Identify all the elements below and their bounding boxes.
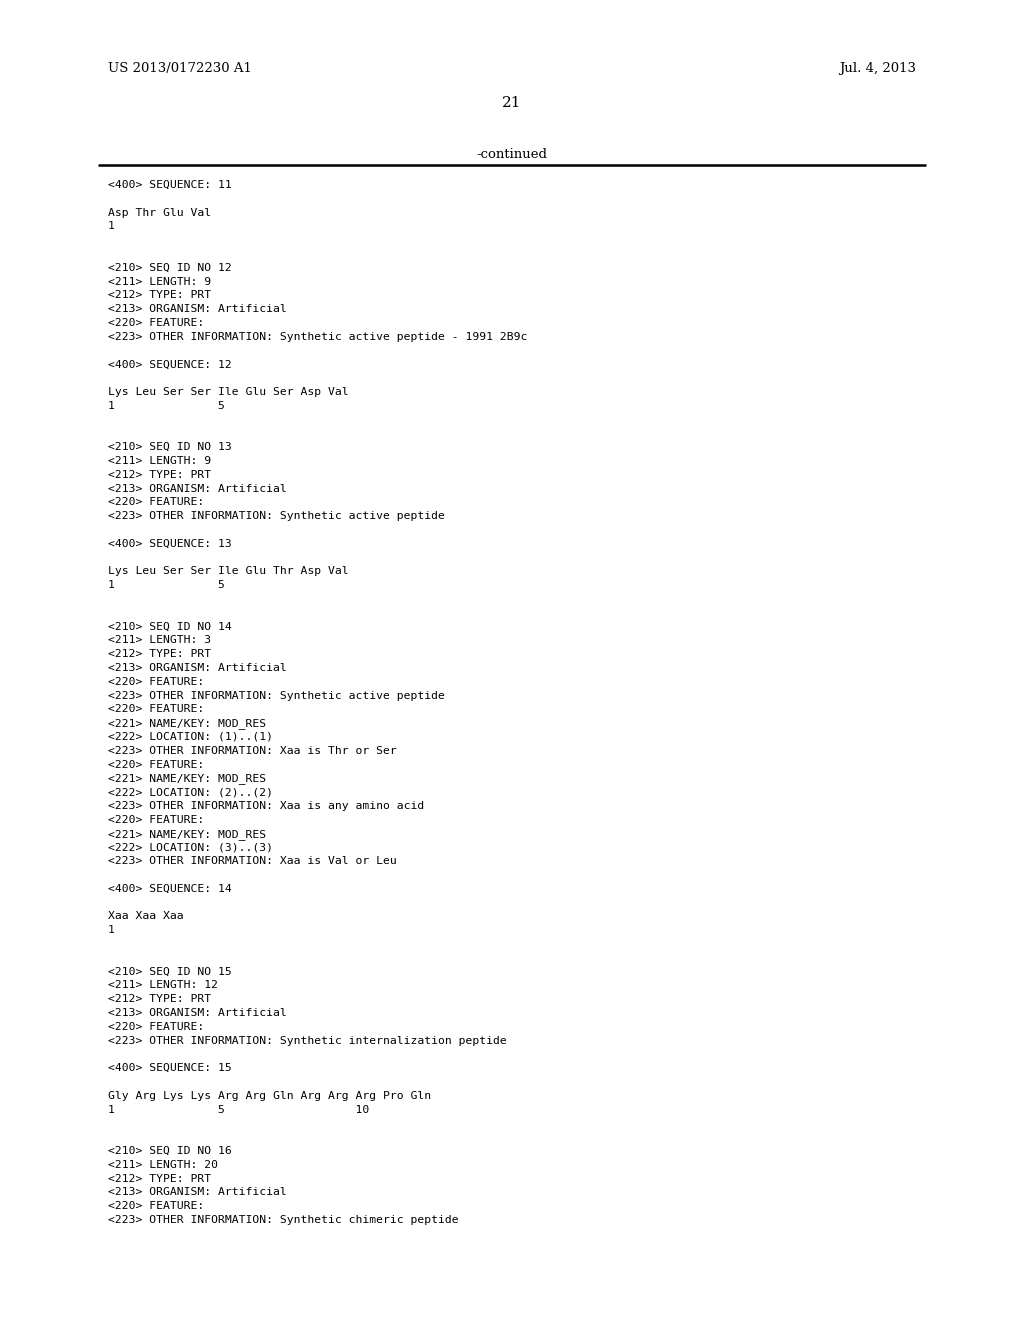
Text: 1               5: 1 5 — [108, 401, 225, 411]
Text: <221> NAME/KEY: MOD_RES: <221> NAME/KEY: MOD_RES — [108, 718, 266, 729]
Text: <211> LENGTH: 20: <211> LENGTH: 20 — [108, 1160, 218, 1170]
Text: <400> SEQUENCE: 15: <400> SEQUENCE: 15 — [108, 1063, 231, 1073]
Text: <210> SEQ ID NO 12: <210> SEQ ID NO 12 — [108, 263, 231, 273]
Text: <220> FEATURE:: <220> FEATURE: — [108, 759, 204, 770]
Text: <210> SEQ ID NO 16: <210> SEQ ID NO 16 — [108, 1146, 231, 1156]
Text: US 2013/0172230 A1: US 2013/0172230 A1 — [108, 62, 252, 75]
Text: Gly Arg Lys Lys Arg Arg Gln Arg Arg Arg Pro Gln: Gly Arg Lys Lys Arg Arg Gln Arg Arg Arg … — [108, 1090, 431, 1101]
Text: <213> ORGANISM: Artificial: <213> ORGANISM: Artificial — [108, 483, 287, 494]
Text: <220> FEATURE:: <220> FEATURE: — [108, 1022, 204, 1032]
Text: <222> LOCATION: (1)..(1): <222> LOCATION: (1)..(1) — [108, 733, 273, 742]
Text: 1: 1 — [108, 222, 115, 231]
Text: <223> OTHER INFORMATION: Synthetic internalization peptide: <223> OTHER INFORMATION: Synthetic inter… — [108, 1036, 507, 1045]
Text: <211> LENGTH: 9: <211> LENGTH: 9 — [108, 455, 211, 466]
Text: 1               5: 1 5 — [108, 581, 225, 590]
Text: <222> LOCATION: (3)..(3): <222> LOCATION: (3)..(3) — [108, 842, 273, 853]
Text: <211> LENGTH: 3: <211> LENGTH: 3 — [108, 635, 211, 645]
Text: Asp Thr Glu Val: Asp Thr Glu Val — [108, 207, 211, 218]
Text: <223> OTHER INFORMATION: Xaa is Thr or Ser: <223> OTHER INFORMATION: Xaa is Thr or S… — [108, 746, 396, 756]
Text: <212> TYPE: PRT: <212> TYPE: PRT — [108, 994, 211, 1005]
Text: <400> SEQUENCE: 14: <400> SEQUENCE: 14 — [108, 884, 231, 894]
Text: <223> OTHER INFORMATION: Xaa is Val or Leu: <223> OTHER INFORMATION: Xaa is Val or L… — [108, 857, 396, 866]
Text: <212> TYPE: PRT: <212> TYPE: PRT — [108, 1173, 211, 1184]
Text: <212> TYPE: PRT: <212> TYPE: PRT — [108, 290, 211, 301]
Text: <213> ORGANISM: Artificial: <213> ORGANISM: Artificial — [108, 663, 287, 673]
Text: <223> OTHER INFORMATION: Synthetic active peptide: <223> OTHER INFORMATION: Synthetic activ… — [108, 690, 444, 701]
Text: <400> SEQUENCE: 13: <400> SEQUENCE: 13 — [108, 539, 231, 549]
Text: 1               5                   10: 1 5 10 — [108, 1105, 370, 1114]
Text: <400> SEQUENCE: 12: <400> SEQUENCE: 12 — [108, 359, 231, 370]
Text: <220> FEATURE:: <220> FEATURE: — [108, 705, 204, 714]
Text: <211> LENGTH: 9: <211> LENGTH: 9 — [108, 277, 211, 286]
Text: <220> FEATURE:: <220> FEATURE: — [108, 677, 204, 686]
Text: <223> OTHER INFORMATION: Synthetic active peptide - 1991 2B9c: <223> OTHER INFORMATION: Synthetic activ… — [108, 331, 527, 342]
Text: <213> ORGANISM: Artificial: <213> ORGANISM: Artificial — [108, 1188, 287, 1197]
Text: <210> SEQ ID NO 13: <210> SEQ ID NO 13 — [108, 442, 231, 453]
Text: <220> FEATURE:: <220> FEATURE: — [108, 814, 204, 825]
Text: <223> OTHER INFORMATION: Synthetic active peptide: <223> OTHER INFORMATION: Synthetic activ… — [108, 511, 444, 521]
Text: <210> SEQ ID NO 14: <210> SEQ ID NO 14 — [108, 622, 231, 631]
Text: <223> OTHER INFORMATION: Synthetic chimeric peptide: <223> OTHER INFORMATION: Synthetic chime… — [108, 1214, 459, 1225]
Text: <220> FEATURE:: <220> FEATURE: — [108, 498, 204, 507]
Text: <220> FEATURE:: <220> FEATURE: — [108, 318, 204, 327]
Text: <221> NAME/KEY: MOD_RES: <221> NAME/KEY: MOD_RES — [108, 829, 266, 840]
Text: <212> TYPE: PRT: <212> TYPE: PRT — [108, 649, 211, 659]
Text: Xaa Xaa Xaa: Xaa Xaa Xaa — [108, 911, 183, 921]
Text: Lys Leu Ser Ser Ile Glu Thr Asp Val: Lys Leu Ser Ser Ile Glu Thr Asp Val — [108, 566, 348, 577]
Text: <212> TYPE: PRT: <212> TYPE: PRT — [108, 470, 211, 479]
Text: -continued: -continued — [476, 148, 548, 161]
Text: Jul. 4, 2013: Jul. 4, 2013 — [839, 62, 916, 75]
Text: <221> NAME/KEY: MOD_RES: <221> NAME/KEY: MOD_RES — [108, 774, 266, 784]
Text: <222> LOCATION: (2)..(2): <222> LOCATION: (2)..(2) — [108, 787, 273, 797]
Text: Lys Leu Ser Ser Ile Glu Ser Asp Val: Lys Leu Ser Ser Ile Glu Ser Asp Val — [108, 387, 348, 397]
Text: <223> OTHER INFORMATION: Xaa is any amino acid: <223> OTHER INFORMATION: Xaa is any amin… — [108, 801, 424, 810]
Text: <210> SEQ ID NO 15: <210> SEQ ID NO 15 — [108, 966, 231, 977]
Text: 21: 21 — [502, 96, 522, 110]
Text: <211> LENGTH: 12: <211> LENGTH: 12 — [108, 981, 218, 990]
Text: <400> SEQUENCE: 11: <400> SEQUENCE: 11 — [108, 180, 231, 190]
Text: <213> ORGANISM: Artificial: <213> ORGANISM: Artificial — [108, 304, 287, 314]
Text: <220> FEATURE:: <220> FEATURE: — [108, 1201, 204, 1212]
Text: 1: 1 — [108, 925, 115, 935]
Text: <213> ORGANISM: Artificial: <213> ORGANISM: Artificial — [108, 1008, 287, 1018]
